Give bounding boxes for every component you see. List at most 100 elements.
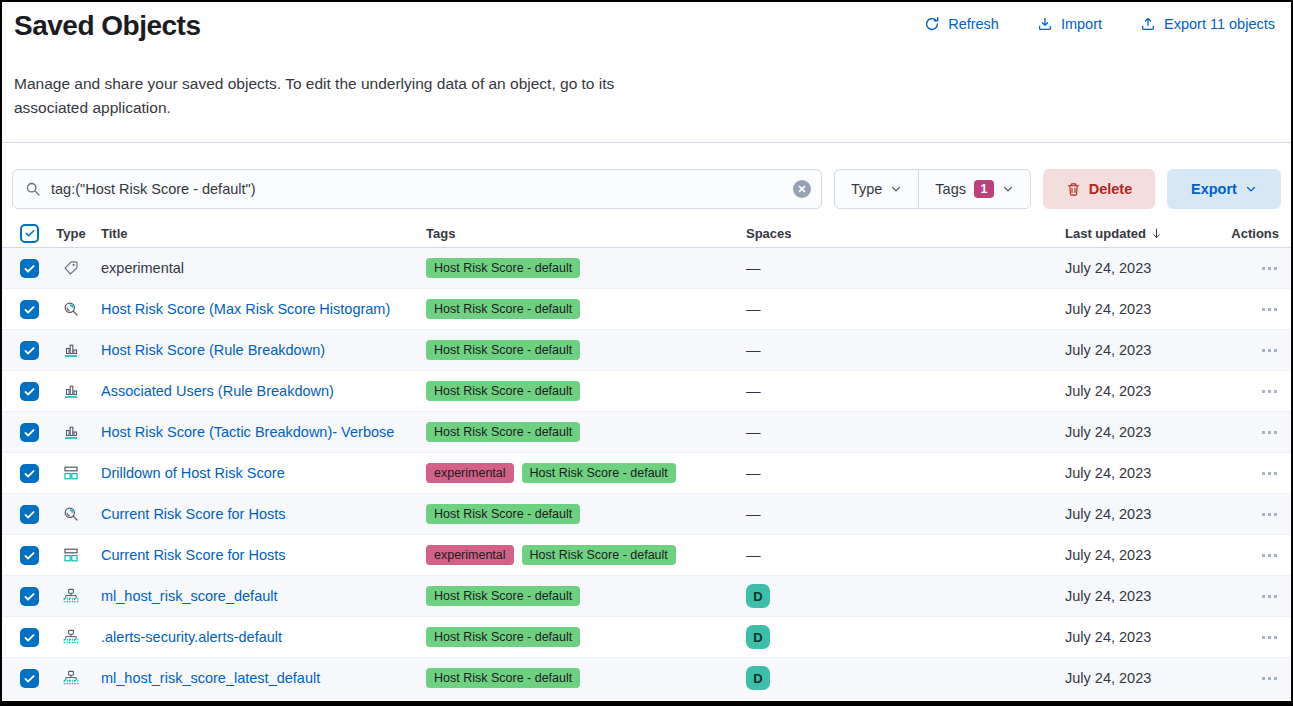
type-icon-visualization	[63, 383, 79, 399]
row-actions-button[interactable]	[1262, 550, 1277, 561]
tag-badge[interactable]: Host Risk Score - default	[522, 545, 676, 565]
spaces-empty-dash: —	[746, 465, 761, 481]
last-updated-value: July 24, 2023	[1065, 301, 1215, 317]
object-title-link[interactable]: Host Risk Score (Rule Breakdown)	[101, 342, 325, 358]
type-icon-dashboard	[63, 547, 79, 563]
tag-badge[interactable]: Host Risk Score - default	[426, 668, 580, 688]
column-header-spaces: Spaces	[746, 226, 1065, 241]
row-checkbox[interactable]	[20, 464, 39, 483]
import-icon	[1037, 16, 1053, 32]
object-title-link[interactable]: ml_host_risk_score_default	[101, 588, 278, 604]
tags-filter-label: Tags	[935, 181, 966, 197]
page-title: Saved Objects	[14, 8, 200, 44]
export-all-label: Export 11 objects	[1164, 16, 1275, 32]
tag-badge[interactable]: experimental	[426, 463, 514, 483]
tag-badge[interactable]: Host Risk Score - default	[426, 504, 580, 524]
header-divider	[2, 142, 1291, 143]
tag-badge[interactable]: Host Risk Score - default	[426, 299, 580, 319]
select-all-checkbox[interactable]	[20, 224, 39, 243]
row-actions-button[interactable]	[1262, 591, 1277, 602]
row-checkbox[interactable]	[20, 382, 39, 401]
row-actions-button[interactable]	[1262, 632, 1277, 643]
table-row: ml_host_risk_score_default Host Risk Scor…	[2, 576, 1291, 617]
row-actions-button[interactable]	[1262, 509, 1277, 520]
search-icon	[25, 181, 41, 197]
row-actions-button[interactable]	[1262, 304, 1277, 315]
table-row: Host Risk Score (Max Risk Score Histogra…	[2, 289, 1291, 330]
column-header-type: Type	[50, 226, 92, 241]
row-actions-button[interactable]	[1262, 345, 1277, 356]
type-icon-tag	[63, 260, 79, 276]
tag-badge[interactable]: Host Risk Score - default	[522, 463, 676, 483]
tag-badge[interactable]: Host Risk Score - default	[426, 381, 580, 401]
tags-filter-button[interactable]: Tags 1	[919, 170, 1030, 208]
object-title-link[interactable]: Associated Users (Rule Breakdown)	[101, 383, 334, 399]
spaces-empty-dash: —	[746, 301, 761, 317]
table-row: Drilldown of Host Risk Score experimental…	[2, 453, 1291, 494]
type-icon-visualization	[63, 424, 79, 440]
object-title-link[interactable]: ml_host_risk_score_latest_default	[101, 670, 320, 686]
row-checkbox[interactable]	[20, 423, 39, 442]
tag-badge[interactable]: Host Risk Score - default	[426, 422, 580, 442]
table-row: Host Risk Score (Tactic Breakdown)- Verb…	[2, 412, 1291, 453]
object-title-link[interactable]: Host Risk Score (Max Risk Score Histogra…	[101, 301, 390, 317]
row-checkbox[interactable]	[20, 259, 39, 278]
type-filter-button[interactable]: Type	[835, 170, 918, 208]
type-icon-visualization	[63, 342, 79, 358]
export-all-button[interactable]: Export 11 objects	[1140, 16, 1275, 32]
last-updated-value: July 24, 2023	[1065, 383, 1215, 399]
row-actions-button[interactable]	[1262, 386, 1277, 397]
row-checkbox[interactable]	[20, 628, 39, 647]
table-row: Current Risk Score for Hosts Host Risk Sc…	[2, 494, 1291, 535]
column-header-tags: Tags	[426, 226, 746, 241]
tag-badge[interactable]: Host Risk Score - default	[426, 586, 580, 606]
last-updated-value: July 24, 2023	[1065, 629, 1215, 645]
row-checkbox[interactable]	[20, 300, 39, 319]
clear-search-button[interactable]: ✕	[793, 180, 811, 198]
tag-badge[interactable]: experimental	[426, 545, 514, 565]
tag-badge[interactable]: Host Risk Score - default	[426, 258, 580, 278]
space-avatar: D	[746, 625, 770, 649]
chevron-down-icon	[890, 183, 902, 195]
table-row: experimentalHost Risk Score - default—Ju…	[2, 248, 1291, 289]
search-bar: ✕	[12, 169, 822, 209]
object-title-link[interactable]: Host Risk Score (Tactic Breakdown)- Verb…	[101, 424, 394, 440]
row-checkbox[interactable]	[20, 505, 39, 524]
column-header-last-updated[interactable]: Last updated	[1065, 226, 1215, 241]
column-header-actions: Actions	[1215, 226, 1293, 241]
saved-objects-page: Saved Objects Refresh Import	[0, 0, 1293, 706]
object-title-link[interactable]: Current Risk Score for Hosts	[101, 506, 286, 522]
last-updated-value: July 24, 2023	[1065, 588, 1215, 604]
export-icon	[1140, 16, 1156, 32]
table-row: ml_host_risk_score_latest_default Host Ri…	[2, 658, 1291, 699]
tag-badge[interactable]: Host Risk Score - default	[426, 627, 580, 647]
row-actions-button[interactable]	[1262, 427, 1277, 438]
table-header-row: Type Title Tags Spaces Last updated Acti…	[2, 219, 1291, 248]
last-updated-value: July 24, 2023	[1065, 465, 1215, 481]
spaces-empty-dash: —	[746, 342, 761, 358]
search-input[interactable]	[51, 181, 783, 197]
tag-badge[interactable]: Host Risk Score - default	[426, 340, 580, 360]
table-row: .alerts-security.alerts-default Host Risk…	[2, 617, 1291, 658]
spaces-empty-dash: —	[746, 424, 761, 440]
delete-label: Delete	[1089, 181, 1133, 197]
object-title-link[interactable]: .alerts-security.alerts-default	[101, 629, 282, 645]
row-checkbox[interactable]	[20, 669, 39, 688]
refresh-button[interactable]: Refresh	[924, 16, 999, 32]
row-checkbox[interactable]	[20, 546, 39, 565]
row-checkbox[interactable]	[20, 587, 39, 606]
delete-button[interactable]: Delete	[1043, 169, 1155, 209]
table-row: Host Risk Score (Rule Breakdown) Host Ris…	[2, 330, 1291, 371]
row-actions-button[interactable]	[1262, 673, 1277, 684]
row-actions-button[interactable]	[1262, 468, 1277, 479]
row-checkbox[interactable]	[20, 341, 39, 360]
last-updated-value: July 24, 2023	[1065, 506, 1215, 522]
import-button[interactable]: Import	[1037, 16, 1102, 32]
object-title-link[interactable]: Drilldown of Host Risk Score	[101, 465, 285, 481]
row-actions-button[interactable]	[1262, 263, 1277, 274]
object-title-link[interactable]: Current Risk Score for Hosts	[101, 547, 286, 563]
type-icon-lens	[63, 301, 79, 317]
table-row: Associated Users (Rule Breakdown) Host Ri…	[2, 371, 1291, 412]
saved-objects-table: Type Title Tags Spaces Last updated Acti…	[2, 219, 1291, 699]
export-selected-button[interactable]: Export	[1167, 169, 1281, 209]
